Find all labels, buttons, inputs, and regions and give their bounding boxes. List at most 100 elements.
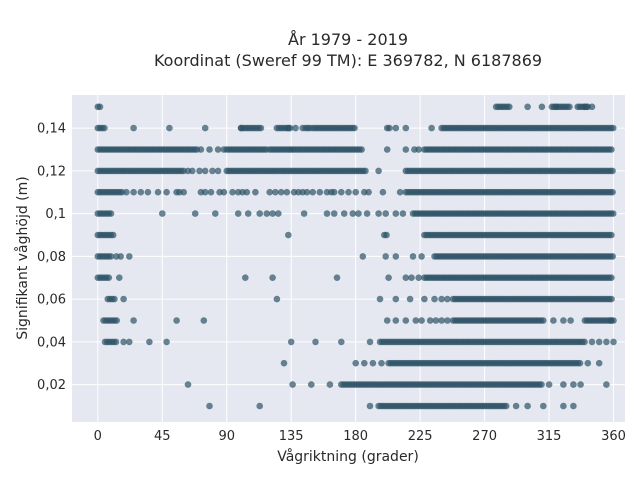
data-point bbox=[506, 103, 513, 111]
data-point bbox=[256, 210, 264, 217]
data-point bbox=[243, 188, 251, 196]
data-point bbox=[116, 274, 123, 282]
data-point bbox=[289, 381, 296, 388]
data-point bbox=[375, 210, 382, 217]
data-points bbox=[94, 103, 617, 410]
data-point bbox=[201, 167, 209, 175]
data-point bbox=[566, 103, 573, 111]
data-point bbox=[444, 295, 451, 303]
data-point bbox=[209, 167, 216, 175]
data-point bbox=[173, 317, 180, 324]
data-point bbox=[287, 338, 295, 346]
data-point bbox=[378, 359, 385, 367]
data-point bbox=[257, 124, 265, 132]
data-point bbox=[538, 103, 546, 111]
data-point bbox=[212, 210, 219, 217]
data-point bbox=[113, 317, 120, 324]
x-tick-label: 135 bbox=[279, 429, 304, 444]
data-point bbox=[285, 124, 292, 132]
data-point bbox=[352, 359, 360, 367]
data-point bbox=[277, 188, 285, 196]
data-point bbox=[273, 295, 281, 303]
data-point bbox=[383, 146, 391, 153]
data-point bbox=[415, 274, 423, 282]
data-point bbox=[300, 210, 308, 217]
data-point bbox=[550, 317, 557, 324]
data-point bbox=[280, 359, 288, 367]
data-point bbox=[524, 402, 531, 410]
data-point bbox=[130, 317, 137, 324]
data-point bbox=[588, 338, 596, 346]
data-point bbox=[408, 274, 415, 282]
data-point bbox=[349, 210, 357, 217]
data-point bbox=[540, 317, 547, 324]
data-point bbox=[375, 167, 382, 175]
y-tick-label: 0,14 bbox=[37, 122, 66, 137]
data-point bbox=[392, 253, 400, 260]
chart-title-line1: År 1979 - 2019 bbox=[288, 30, 408, 49]
data-point bbox=[220, 188, 228, 196]
data-point bbox=[345, 188, 352, 196]
data-point bbox=[112, 338, 120, 346]
data-point bbox=[244, 210, 252, 217]
data-point bbox=[184, 381, 192, 388]
data-point bbox=[438, 317, 445, 324]
data-point bbox=[312, 338, 319, 346]
data-point bbox=[570, 402, 577, 410]
data-point bbox=[421, 295, 428, 303]
data-point bbox=[214, 167, 222, 175]
data-point bbox=[383, 231, 390, 239]
data-point bbox=[608, 231, 615, 239]
data-point bbox=[201, 188, 209, 196]
y-tick-label: 0,12 bbox=[37, 164, 66, 179]
data-point bbox=[576, 359, 584, 367]
data-point bbox=[166, 124, 173, 132]
data-point bbox=[285, 231, 292, 239]
y-tick-label: 0,1 bbox=[45, 207, 66, 222]
x-tick-label: 270 bbox=[472, 429, 497, 444]
data-point bbox=[196, 167, 203, 175]
data-point bbox=[444, 317, 451, 324]
data-point bbox=[234, 210, 242, 217]
data-point bbox=[323, 210, 331, 217]
data-point bbox=[330, 210, 338, 217]
data-point bbox=[409, 253, 417, 260]
data-point bbox=[567, 317, 574, 324]
data-point bbox=[609, 167, 616, 175]
data-point bbox=[117, 253, 124, 260]
data-point bbox=[577, 381, 584, 388]
data-point bbox=[191, 210, 199, 217]
data-point bbox=[207, 188, 215, 196]
data-point bbox=[428, 124, 435, 132]
data-point bbox=[144, 188, 152, 196]
data-point bbox=[101, 124, 108, 132]
data-point bbox=[123, 188, 130, 196]
data-point bbox=[333, 274, 341, 282]
data-point bbox=[382, 210, 390, 217]
data-point bbox=[163, 338, 170, 346]
data-point bbox=[502, 402, 510, 410]
data-point bbox=[570, 381, 577, 388]
x-tick-label: 0 bbox=[94, 429, 102, 444]
data-point bbox=[396, 188, 404, 196]
data-point bbox=[369, 359, 377, 367]
data-point bbox=[538, 381, 545, 388]
data-point bbox=[512, 402, 520, 410]
data-point bbox=[292, 124, 299, 132]
y-axis-ticks: 0,02 0,04 0,06 0,08 0,1 0,12 0,14 bbox=[37, 122, 66, 393]
data-point bbox=[96, 103, 104, 111]
data-point bbox=[595, 338, 603, 346]
data-point bbox=[382, 253, 390, 260]
data-point bbox=[584, 359, 592, 367]
x-tick-label: 45 bbox=[154, 429, 171, 444]
data-point bbox=[402, 124, 410, 132]
data-point bbox=[299, 124, 307, 132]
data-point bbox=[607, 317, 614, 324]
data-point bbox=[610, 338, 617, 346]
data-point bbox=[431, 295, 438, 303]
data-point bbox=[363, 210, 371, 217]
data-point bbox=[303, 188, 311, 196]
data-point bbox=[275, 210, 282, 217]
data-point bbox=[120, 295, 127, 303]
